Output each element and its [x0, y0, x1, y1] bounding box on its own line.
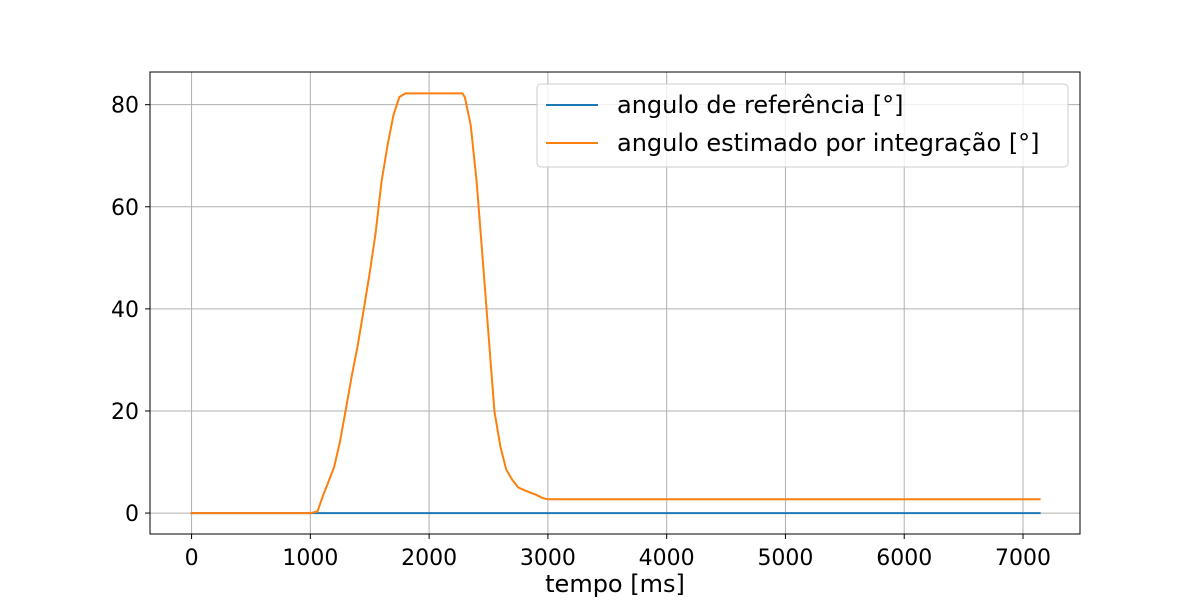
x-tick-label: 3000 [520, 546, 576, 571]
y-tick-label: 60 [111, 196, 139, 221]
legend-box [536, 83, 1069, 168]
axis-ticks: 0 1000 2000 3000 4000 5000 6000 7000 0 20 40 60 80 [111, 94, 1051, 571]
x-tick-label: 7000 [995, 546, 1051, 571]
y-tick-label: 80 [111, 94, 139, 119]
x-tick-label: 6000 [876, 546, 932, 571]
x-axis-label: tempo [ms] [545, 570, 685, 598]
x-tick-label: 5000 [757, 546, 813, 571]
legend-label-reference: angulo de referência [°] [617, 91, 904, 119]
y-tick-label: 0 [125, 502, 139, 527]
plot-frame [149, 71, 1081, 535]
legend-label-estimated: angulo estimado por integração [°] [617, 129, 1040, 157]
y-tick-label: 20 [111, 400, 139, 425]
x-tick-label: 0 [185, 546, 199, 571]
x-tick-label: 1000 [282, 546, 338, 571]
x-tick-label: 4000 [639, 546, 695, 571]
legend: angulo de referência [°] angulo estimado… [536, 83, 1069, 168]
x-tick-label: 2000 [401, 546, 457, 571]
series-lines [190, 92, 1041, 515]
series-line-estimated [190, 92, 1041, 515]
y-tick-label: 40 [111, 298, 139, 323]
